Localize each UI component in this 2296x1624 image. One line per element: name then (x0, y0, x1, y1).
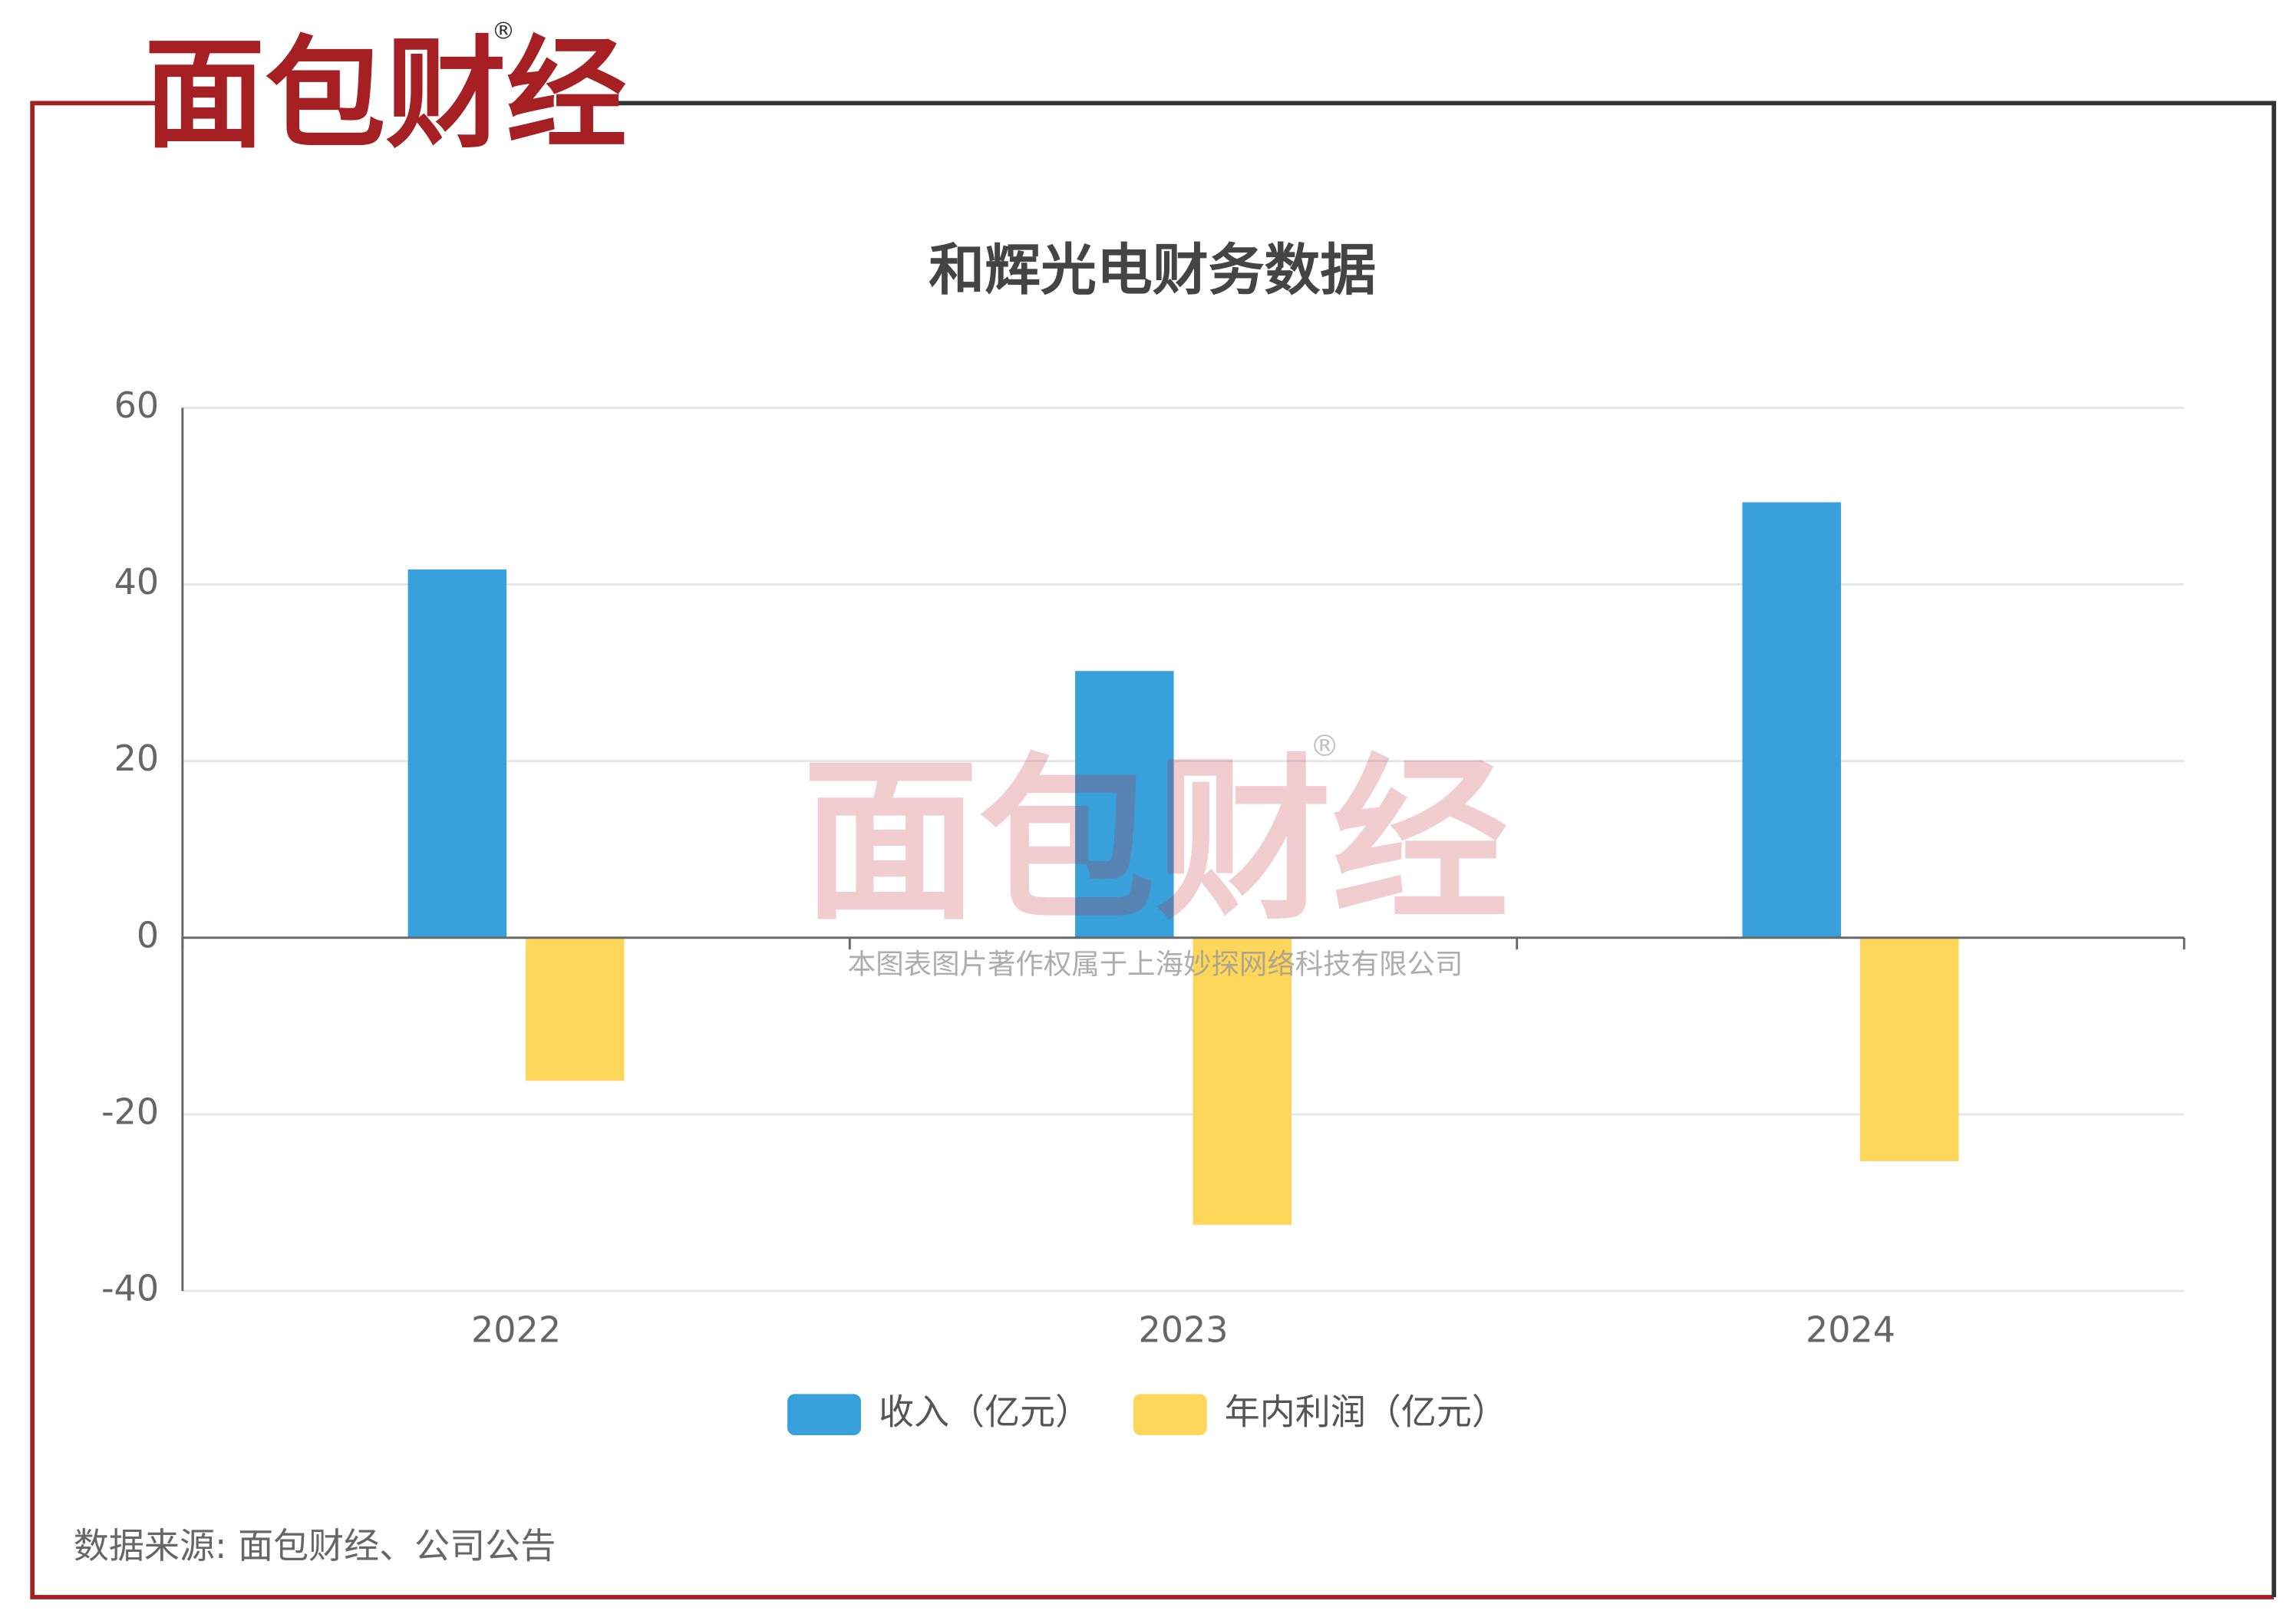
frame-dark (618, 101, 2277, 1598)
registered-mark: ® (492, 18, 516, 45)
watermark-copyright: 本图表图片著作权属于上海妙探网络科技有限公司 (848, 948, 1463, 981)
y-tick-label: 0 (137, 914, 159, 956)
brand-logo: 面包财经 (144, 25, 627, 165)
bar (1075, 671, 1174, 938)
watermark-brand: 面包财经 (802, 738, 1509, 944)
bar (1859, 937, 1959, 1161)
bar (1742, 502, 1842, 938)
x-tick-label: 2023 (1138, 1309, 1228, 1350)
y-tick-label: 20 (114, 738, 160, 779)
plot: -40 -20 0 20 40 60 2022 2023 2024 收入（亿元） 年内利润（亿元） (101, 385, 2185, 1436)
y-tick-label: 60 (114, 385, 160, 426)
y-tick-label: -20 (101, 1091, 159, 1132)
frame-red (30, 101, 2275, 1599)
chart-title: 和辉光电财务数据 (929, 238, 1376, 303)
bar (526, 937, 625, 1081)
source-note: 数据来源: 面包财经、公司公告 (74, 1525, 556, 1566)
watermark-registered: ® (1310, 729, 1339, 764)
y-tick-label: 40 (114, 561, 160, 602)
legend-swatch (1133, 1394, 1207, 1436)
legend-label: 年内利润（亿元） (1225, 1391, 1507, 1433)
legend-label: 收入（亿元） (879, 1391, 1090, 1433)
bar (1193, 937, 1292, 1225)
x-tick-label: 2024 (1806, 1309, 1895, 1350)
y-tick-label: -40 (101, 1268, 159, 1309)
bar (407, 569, 507, 938)
legend-swatch (787, 1394, 861, 1436)
x-tick-label: 2022 (471, 1309, 561, 1350)
